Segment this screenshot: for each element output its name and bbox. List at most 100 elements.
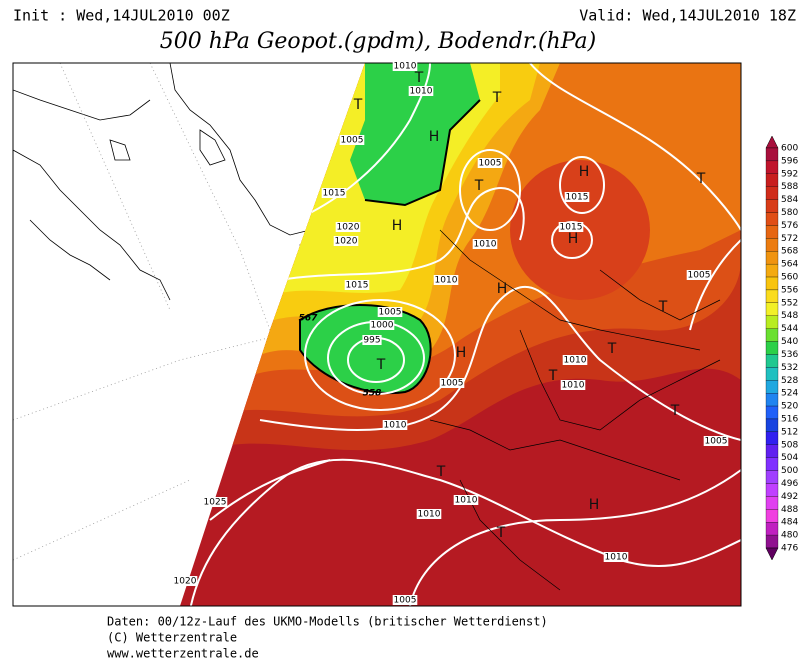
isobar-label-box	[202, 497, 228, 507]
isobar-label-box	[453, 495, 479, 505]
colorbar-tick-label: 592	[781, 169, 798, 179]
colorbar-tick-label: 528	[781, 376, 798, 386]
pressure-center: T	[376, 357, 386, 373]
colorbar-swatch	[765, 418, 779, 433]
isobar-label-box	[321, 188, 347, 198]
isobar-label-box	[333, 236, 359, 246]
colorbar-cap-bottom	[765, 547, 779, 561]
colorbar-swatch	[765, 302, 779, 316]
colorbar-tick-label: 484	[781, 518, 798, 528]
colorbar-tick-label: 524	[781, 389, 798, 399]
colorbar-tick-label: 600	[781, 144, 798, 154]
isobar-label-box	[562, 355, 588, 365]
map-title: 500 hPa Geopot.(gpdm), Bodendr.(hPa)	[160, 29, 596, 54]
pressure-center: H	[589, 497, 600, 513]
colorbar-swatch	[765, 509, 779, 523]
isobar-label-box	[472, 239, 498, 249]
colorbar: 600 596 592 588 584 580 576 572 568 564 560 556 552 5…	[765, 135, 798, 561]
colorbar-swatch	[765, 405, 779, 420]
colorbar-swatch	[765, 457, 779, 471]
pressure-center: T	[353, 97, 363, 113]
isobar-label-box	[703, 436, 729, 446]
footer-copyright: (C) Wetterzentrale	[107, 631, 237, 645]
pressure-center: T	[548, 368, 558, 384]
colorbar-swatch	[765, 173, 779, 187]
isobar-label: 1010	[410, 87, 433, 97]
colorbar-tick-label: 516	[781, 414, 798, 424]
isobar-label-box	[477, 158, 503, 168]
colorbar-tick-label: 500	[781, 466, 798, 476]
colorbar-tick-label: 532	[781, 363, 798, 373]
pressure-center: H	[497, 281, 508, 297]
colorbar-swatch	[765, 522, 779, 536]
isobar-label: 1015	[560, 223, 583, 233]
isobar-label-box	[686, 270, 712, 280]
isobar-label: 1020	[335, 237, 358, 247]
isobar-label: 1005	[341, 136, 364, 146]
isobar-label: 1015	[566, 193, 589, 203]
pressure-center: H	[392, 218, 403, 234]
isobar-label: 1010	[435, 276, 458, 286]
isobar-label: 1005	[394, 596, 417, 606]
colorbar-tick-label: 552	[781, 298, 798, 308]
colorbar-tick-label: 544	[781, 324, 798, 334]
colorbar-swatch	[765, 393, 779, 407]
pressure-center: H	[579, 164, 590, 180]
colorbar-swatch	[765, 341, 779, 355]
colorbar-tick-label: 480	[781, 531, 798, 541]
colorbar-tick-label: 540	[781, 337, 798, 347]
isobar-label: 1005	[688, 271, 711, 281]
colorbar-swatch	[765, 470, 779, 484]
isobar-label-box	[560, 380, 586, 390]
colorbar-tick-label: 504	[781, 453, 798, 463]
colorbar-tick-label: 520	[781, 402, 798, 412]
isobar-label-box	[392, 595, 418, 605]
colorbar-swatch	[765, 160, 779, 174]
isobar-label: 1000	[371, 321, 394, 331]
colorbar-tick-label: 508	[781, 440, 798, 450]
colorbar-swatch	[765, 199, 779, 213]
colorbar-tick-label: 588	[781, 182, 798, 192]
isobar-label: 1015	[346, 281, 369, 291]
colorbar-tick-label: 536	[781, 350, 798, 360]
colorbar-swatch	[765, 147, 779, 162]
colorbar-cap-top	[765, 135, 779, 149]
colorbar-tick-label: 492	[781, 492, 798, 502]
footer-source: Daten: 00/12z-Lauf des UKMO-Modells (bri…	[107, 615, 548, 629]
isobar-label-box	[377, 307, 403, 317]
init-time: Init : Wed,14JUL2010 00Z	[13, 7, 230, 25]
colorbar-swatch	[765, 483, 779, 497]
isobar-label: 1005	[479, 159, 502, 169]
isobar-label-box	[558, 222, 584, 232]
colorbar-swatch	[765, 496, 779, 510]
isobar-label: 1010	[562, 381, 585, 391]
isobar-label: 1010	[474, 240, 497, 250]
colorbar-swatch	[765, 431, 779, 445]
isobar-label: 1015	[323, 189, 346, 199]
isobar-label-box	[392, 61, 418, 71]
isobar-label: 1005	[705, 437, 728, 447]
map-area	[13, 63, 741, 606]
isobar-label-box	[382, 420, 408, 430]
colorbar-tick-label: 576	[781, 221, 798, 231]
footer-url: www.wetterzentrale.de	[107, 647, 259, 661]
pressure-center: H	[568, 231, 579, 247]
isobar-label: 1005	[379, 308, 402, 318]
pressure-center: T	[436, 464, 446, 480]
colorbar-swatch	[765, 289, 779, 303]
colorbar-tick-label: 568	[781, 247, 798, 257]
colorbar-tick-label: 572	[781, 234, 798, 244]
contour-label: 558	[363, 389, 382, 399]
colorbar-tick-label: 556	[781, 285, 798, 295]
colorbar-tick-label: 580	[781, 208, 798, 218]
isobar-label-box	[369, 320, 395, 330]
isobar-label-box	[433, 275, 459, 285]
isobar-label-box	[439, 378, 465, 388]
isobar-label-box	[344, 280, 370, 290]
isobar-label-box	[362, 335, 382, 345]
isobar-label-box	[564, 192, 590, 202]
isobar-label: 1010	[564, 356, 587, 366]
